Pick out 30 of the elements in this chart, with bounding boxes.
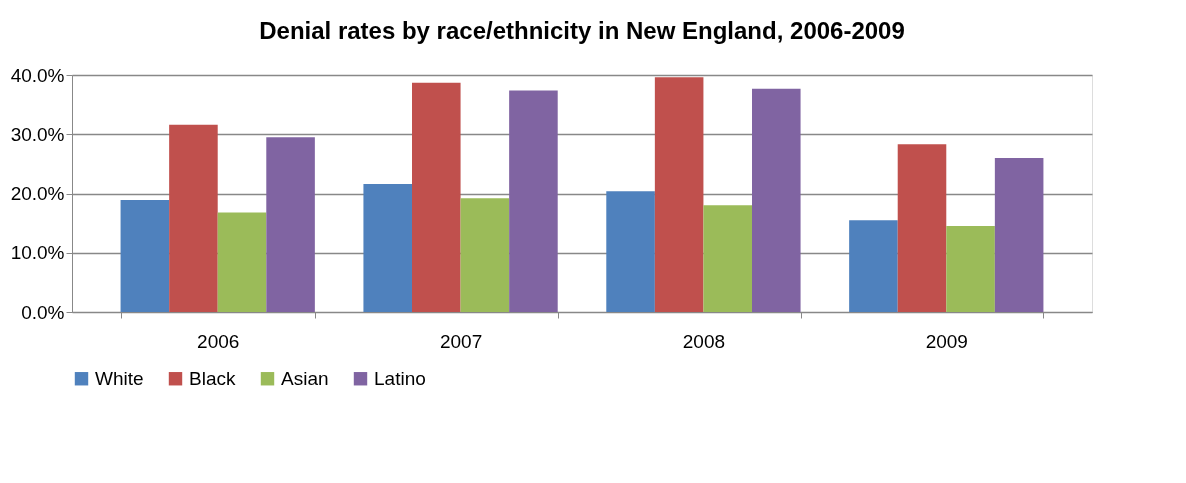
legend-label: Black [189, 367, 236, 389]
legend-label: Asian [281, 367, 329, 389]
bar [217, 212, 267, 312]
bar [946, 226, 995, 312]
x-tick-label: 2007 [439, 330, 483, 352]
bar [897, 144, 947, 312]
bar [849, 220, 898, 312]
bar [412, 82, 461, 312]
chart-title: Denial rates by race/ethnicity in New England, 2006-2009 [259, 17, 905, 44]
bar [606, 191, 655, 312]
legend-label: Latino [374, 367, 426, 389]
x-tick-label: 2006 [197, 330, 240, 352]
y-tick-label: 40.0% [10, 64, 65, 86]
bar [654, 77, 704, 312]
bar [363, 184, 412, 312]
bar [994, 157, 1044, 312]
bar [266, 137, 315, 312]
x-tick-label: 2009 [925, 330, 968, 352]
bar [120, 200, 170, 312]
y-tick-label: 0.0% [21, 301, 65, 323]
bar [460, 198, 510, 312]
bar [509, 90, 558, 312]
y-tick-label: 30.0% [10, 123, 65, 145]
bar [169, 124, 218, 312]
x-tick-label: 2008 [682, 330, 726, 352]
bar [703, 205, 752, 312]
bar [752, 88, 801, 312]
legend-label: White [95, 367, 144, 389]
y-tick-label: 20.0% [10, 183, 65, 204]
y-tick-label: 10.0% [10, 242, 65, 264]
